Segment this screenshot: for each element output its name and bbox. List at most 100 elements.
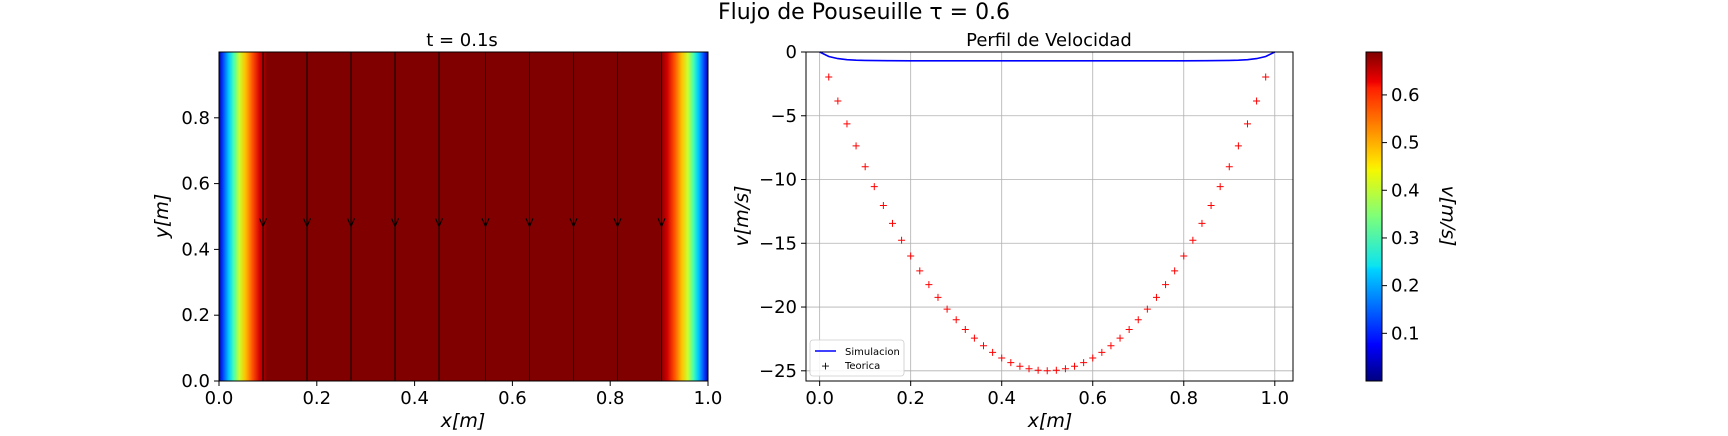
streamline-arrow: [435, 218, 444, 228]
profile-x-tick-label: 0.4: [987, 388, 1016, 409]
colorbar: 0.1 0.2 0.3 0.4 0.5 0.6 v[m/s]: [1365, 51, 1459, 382]
streamline-arrow: [481, 218, 490, 228]
teorica-marker: [879, 202, 887, 210]
heatmap-y-tick-label: 0.6: [181, 174, 210, 195]
profile-x-ticks: 0.0 0.2 0.4 0.6 0.8 1.0: [805, 381, 1289, 409]
legend-simulacion-label: Simulacion: [845, 347, 900, 358]
teorica-marker: [934, 293, 942, 301]
teorica-marker: [1253, 97, 1261, 105]
teorica-marker: [834, 97, 842, 105]
teorica-marker: [1234, 142, 1242, 150]
simulacion-line: [819, 51, 1276, 62]
profile-x-tick-label: 0.0: [805, 388, 834, 409]
profile-y-tick-label: −5: [770, 106, 797, 127]
colorbar-ticks: 0.1 0.2 0.3 0.4 0.5 0.6: [1382, 85, 1420, 344]
teorica-marker: [1262, 73, 1270, 81]
profile-legend: Simulacion + Teorica: [809, 339, 905, 377]
streamline-arrow: [347, 218, 356, 228]
streamline-arrow: [657, 218, 666, 228]
teorica-marker: [1089, 354, 1097, 362]
heatmap-ylabel: y[m]: [151, 194, 173, 240]
colorbar-tick-label: 0.6: [1391, 85, 1420, 106]
colorbar-tick-label: 0.2: [1391, 276, 1420, 297]
teorica-marker: [1143, 305, 1151, 313]
teorica-marker: [1052, 366, 1060, 374]
heatmap-title: t = 0.1s: [426, 30, 498, 51]
teorica-marker: [1152, 293, 1160, 301]
profile-ylabel: v[m/s]: [731, 186, 753, 247]
heatmap-xlabel: x[m]: [440, 410, 486, 432]
teorica-marker: [898, 236, 906, 244]
legend-box: [809, 339, 905, 377]
colorbar-tick-label: 0.4: [1391, 180, 1420, 201]
teorica-marker: [980, 342, 988, 350]
heatmap-x-tick-label: 0.2: [302, 388, 331, 409]
streamline-arrow: [391, 218, 400, 228]
heatmap-y-ticks: 0.0 0.2 0.4 0.6 0.8: [181, 108, 219, 392]
teorica-marker: [1016, 362, 1024, 370]
streamline-arrow: [613, 218, 622, 228]
profile-x-tick-label: 1.0: [1260, 388, 1289, 409]
teorica-marker: [1080, 359, 1088, 367]
teorica-marker: [916, 267, 924, 275]
teorica-marker: [1125, 325, 1133, 333]
teorica-marker: [943, 305, 951, 313]
teorica-marker: [1243, 120, 1251, 128]
heatmap-y-tick-label: 0.8: [181, 108, 210, 129]
profile-x-tick-label: 0.6: [1078, 388, 1107, 409]
teorica-marker: [843, 120, 851, 128]
heatmap-x-tick-label: 1.0: [694, 388, 723, 409]
teorica-marker: [1116, 334, 1124, 342]
profile-series: [819, 51, 1276, 375]
profile-x-tick-label: 0.2: [896, 388, 925, 409]
teorica-marker: [1189, 236, 1197, 244]
streamlines: [259, 52, 666, 381]
profile-y-tick-label: −20: [759, 297, 797, 318]
teorica-marker: [1107, 342, 1115, 350]
teorica-marker: [1198, 219, 1206, 227]
teorica-marker: [1162, 281, 1170, 289]
profile-y-ticks: 0 −5 −10 −15 −20 −25: [759, 42, 806, 382]
teorica-marker: [1025, 365, 1033, 373]
teorica-marker: [1171, 267, 1179, 275]
teorica-marker: [925, 281, 933, 289]
heatmap-x-tick-label: 0.0: [205, 388, 234, 409]
teorica-marker: [1061, 365, 1069, 373]
heatmap-panel: t = 0.1s 0.0 0.2 0.4 0.6 0.8 1.0 0.0 0.2 0.4 0.6…: [151, 30, 722, 432]
heatmap-frame: [218, 51, 709, 382]
streamline-arrow: [303, 218, 312, 228]
teorica-marker: [1134, 316, 1142, 324]
profile-y-tick-label: −25: [759, 361, 797, 382]
profile-grid: [806, 51, 1293, 381]
colorbar-tick-label: 0.1: [1391, 323, 1420, 344]
colorbar-tick-label: 0.5: [1391, 133, 1420, 154]
teorica-marker: [825, 73, 833, 81]
profile-frame: [805, 51, 1294, 382]
profile-y-tick-label: −15: [759, 233, 797, 254]
teorica-marker: [870, 183, 878, 191]
teorica-marker: [888, 219, 896, 227]
heatmap-x-tick-label: 0.4: [400, 388, 429, 409]
heatmap-left-boundary-layer: [219, 52, 267, 381]
colorbar-frame: [1365, 51, 1383, 382]
teorica-marker: [989, 348, 997, 356]
teorica-marker: [1071, 362, 1079, 370]
heatmap-y-tick-label: 0.4: [181, 239, 210, 260]
profile-xlabel: x[m]: [1027, 410, 1073, 432]
heatmap-field: [219, 52, 708, 381]
profile-title: Perfil de Velocidad: [966, 30, 1132, 51]
profile-panel: Perfil de Velocidad 0.0 0.2 0.4 0.6 0.8 1.0 0…: [731, 30, 1294, 432]
heatmap-y-tick-label: 0.0: [181, 371, 210, 392]
heatmap-x-tick-label: 0.6: [498, 388, 527, 409]
teorica-marker: [1216, 183, 1224, 191]
heatmap-x-ticks: 0.0 0.2 0.4 0.6 0.8 1.0: [205, 381, 723, 409]
colorbar-tick-label: 0.3: [1391, 228, 1420, 249]
teorica-marker: [1225, 163, 1233, 171]
teorica-marker: [1207, 202, 1215, 210]
teorica-marker: [1007, 359, 1015, 367]
heatmap-right-boundary-layer: [660, 52, 708, 381]
teorica-marker: [1180, 252, 1188, 260]
streamline-arrow: [259, 218, 268, 228]
streamline-arrow: [525, 218, 534, 228]
